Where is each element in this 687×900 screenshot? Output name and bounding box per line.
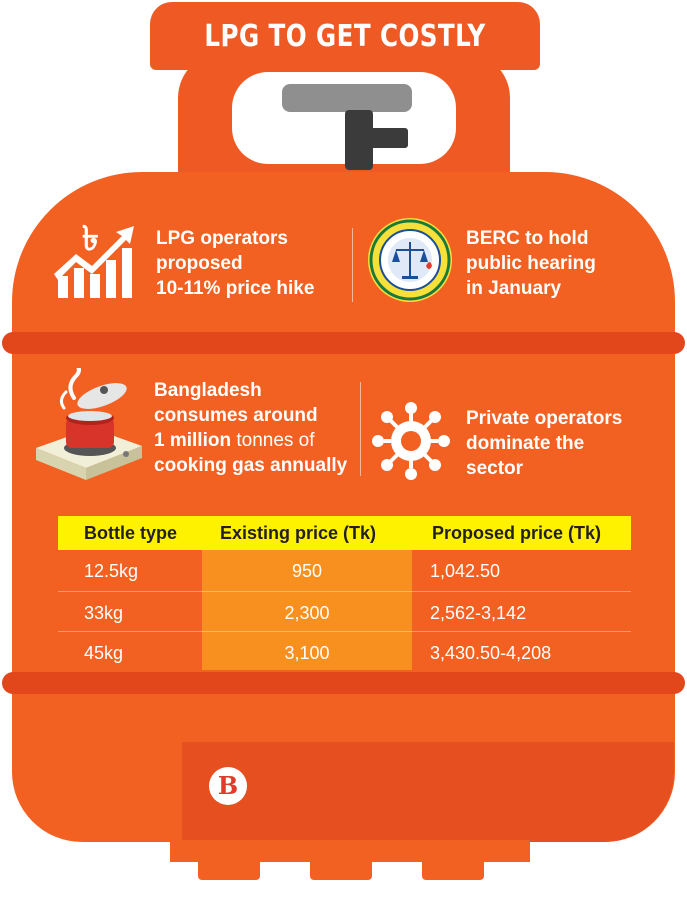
cylinder-bottom-shade [182, 742, 674, 842]
title-banner [150, 2, 540, 70]
cylinder-base [170, 840, 530, 862]
valve-knob [282, 84, 412, 112]
berc-seal-icon [368, 218, 452, 302]
table-cell-bottle: 33kg [84, 602, 124, 623]
table-cell-proposed: 2,562-3,142 [430, 602, 527, 623]
column-header-existing-price: Existing price (Tk) [220, 522, 377, 543]
existing-price-column-highlight [202, 550, 412, 670]
table-cell-bottle: 45kg [84, 642, 124, 663]
fact-consumption: Bangladesh consumes around 1 million ton… [154, 380, 348, 476]
table-cell-proposed: 1,042.50 [430, 560, 501, 581]
fact-price-hike: LPG operators proposed 10-11% price hike [156, 228, 315, 299]
table-cell-existing: 950 [291, 560, 323, 581]
cooking-stove-icon [36, 368, 142, 480]
table-header [58, 516, 631, 550]
cylinder-ring-upper [2, 332, 685, 354]
valve-outlet [368, 128, 408, 148]
fact-divider [360, 382, 361, 476]
brand-logo-icon: B [209, 767, 247, 805]
cylinder-foot [422, 858, 484, 880]
table-cell-bottle: 12.5kg [84, 560, 139, 581]
table-cell-existing: 2,300 [284, 602, 330, 623]
growth-chart-icon: ৳ [54, 219, 134, 298]
table-cell-existing: 3,100 [284, 642, 330, 663]
cylinder-foot [310, 858, 372, 880]
svg-text:B: B [218, 771, 238, 800]
fact-public-hearing: BERC to hold public hearing in January [466, 228, 596, 299]
svg-text:৳: ৳ [82, 219, 99, 259]
cylinder-ring-lower [2, 672, 685, 694]
fact-private-operators: Private operators dominate the sector [466, 408, 623, 479]
table-cell-proposed: 3,430.50-4,208 [430, 642, 552, 663]
column-header-proposed-price: Proposed price (Tk) [432, 522, 602, 543]
fact-divider [352, 228, 353, 302]
table-row-divider [58, 591, 631, 592]
page-title: LPG TO GET COSTLY [204, 18, 486, 54]
column-header-bottle-type: Bottle type [84, 522, 178, 543]
cylinder-foot [198, 858, 260, 880]
network-gear-icon [372, 402, 450, 480]
table-row-divider [58, 631, 631, 632]
